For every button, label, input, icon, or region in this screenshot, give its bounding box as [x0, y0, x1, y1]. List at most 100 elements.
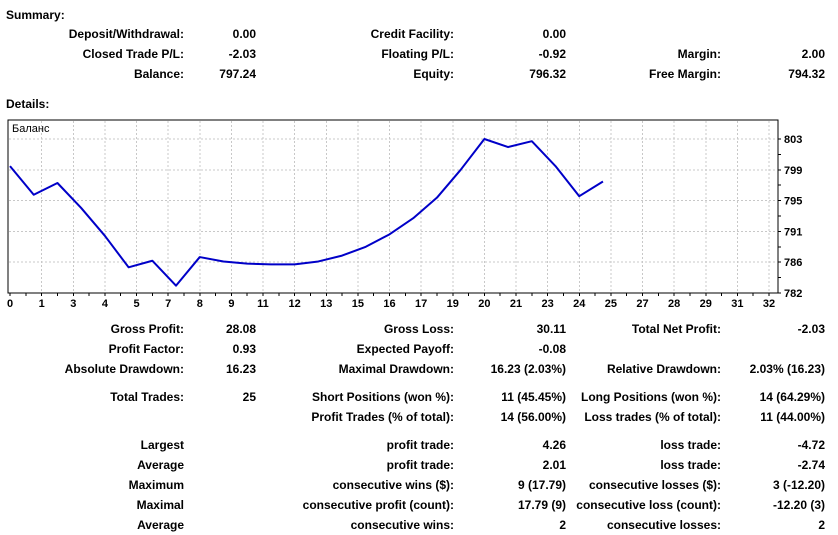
row-value: 14 (64.29%) — [759, 390, 825, 404]
svg-text:4: 4 — [102, 298, 109, 310]
row-label: consecutive profit (count): — [302, 498, 454, 512]
row-value: 2 — [818, 518, 825, 532]
details-row-drawdown: Absolute Drawdown: 16.23 Maximal Drawdow… — [0, 359, 838, 379]
row-label: consecutive wins ($): — [332, 478, 454, 492]
svg-text:28: 28 — [668, 298, 680, 310]
svg-text:799: 799 — [784, 165, 802, 177]
svg-text:21: 21 — [510, 298, 522, 310]
row-value: 16.23 — [225, 362, 256, 376]
details-row-gross-profit: Gross Profit: 28.08 Gross Loss: 30.11 To… — [0, 319, 838, 339]
row-value: 9 (17.79) — [517, 478, 566, 492]
row-value: -2.03 — [228, 47, 256, 61]
row-label: Largest — [140, 438, 184, 452]
details-row-total-trades: Total Trades: 25 Short Positions (won %)… — [0, 387, 838, 407]
row-value: 14 (56.00%) — [500, 410, 566, 424]
svg-text:24: 24 — [573, 298, 586, 310]
row-label: consecutive losses: — [606, 518, 721, 532]
row-label: loss trade: — [660, 458, 721, 472]
summary-row-deposit: Deposit/Withdrawal: 0.00 Credit Facility… — [0, 24, 838, 44]
details-table: Gross Profit: 28.08 Gross Loss: 30.11 To… — [0, 319, 838, 535]
details-row-average-consecutive: Average consecutive wins: 2 consecutive … — [0, 515, 838, 535]
row-value: 4.26 — [542, 438, 566, 452]
row-label: Gross Profit: — [110, 322, 184, 336]
balance-legend-label: Баланс — [12, 123, 50, 135]
svg-text:29: 29 — [700, 298, 712, 310]
row-label: Gross Loss: — [383, 322, 454, 336]
row-value: 2.03% (16.23) — [749, 362, 825, 376]
row-value: 0.93 — [232, 342, 256, 356]
row-label: Deposit/Withdrawal: — [68, 27, 184, 41]
svg-text:23: 23 — [542, 298, 554, 310]
svg-text:12: 12 — [289, 298, 301, 310]
row-value: -4.72 — [797, 438, 825, 452]
row-value: -0.08 — [538, 342, 566, 356]
row-label: Average — [137, 518, 184, 532]
details-row-maximum-consecutive: Maximum consecutive wins ($): 9 (17.79) … — [0, 475, 838, 495]
details-row-largest: Largest profit trade: 4.26 loss trade: -… — [0, 435, 838, 455]
row-value: 30.11 — [536, 322, 566, 336]
svg-text:11: 11 — [257, 298, 269, 310]
row-value: 796.32 — [529, 67, 566, 81]
svg-text:1: 1 — [39, 298, 45, 310]
svg-text:16: 16 — [383, 298, 395, 310]
row-value: 11 (45.45%) — [501, 390, 566, 404]
row-label: Average — [137, 458, 184, 472]
row-label: Margin: — [677, 47, 721, 61]
summary-row-balance: Balance: 797.24 Equity: 796.32 Free Marg… — [0, 64, 838, 84]
row-value: 2 — [559, 518, 566, 532]
row-label: Free Margin: — [648, 67, 721, 81]
row-label: consecutive wins: — [350, 518, 454, 532]
svg-text:0: 0 — [7, 298, 13, 310]
svg-text:27: 27 — [636, 298, 648, 310]
svg-text:13: 13 — [320, 298, 332, 310]
balance-chart-panel: 803 799 795 791 786 782 0 1 3 4 5 7 8 9 11 12 13 15 16 17 19… — [0, 113, 838, 313]
row-label: Expected Payoff: — [356, 342, 454, 356]
row-label: Loss trades (% of total): — [584, 410, 721, 424]
row-value: 2.01 — [542, 458, 566, 472]
row-value: -12.20 (3) — [772, 498, 825, 512]
row-value: 3 (-12.20) — [772, 478, 825, 492]
svg-text:20: 20 — [478, 298, 490, 310]
row-value: -2.74 — [797, 458, 825, 472]
svg-text:5: 5 — [133, 298, 139, 310]
row-label: Closed Trade P/L: — [82, 47, 184, 61]
svg-text:25: 25 — [605, 298, 617, 310]
row-label: Profit Factor: — [108, 342, 184, 356]
row-label: profit trade: — [386, 438, 454, 452]
row-label: Relative Drawdown: — [606, 362, 721, 376]
details-heading: Details: — [6, 97, 50, 111]
row-label: consecutive loss (count): — [576, 498, 721, 512]
svg-text:31: 31 — [731, 298, 743, 310]
details-row-profit-factor: Profit Factor: 0.93 Expected Payoff: -0.… — [0, 339, 838, 359]
row-value: 25 — [242, 390, 256, 404]
svg-text:15: 15 — [352, 298, 364, 310]
row-value: 17.79 (9) — [517, 498, 566, 512]
svg-text:786: 786 — [784, 257, 802, 269]
row-value: 794.32 — [788, 67, 825, 81]
svg-text:32: 32 — [763, 298, 775, 310]
row-label: Profit Trades (% of total): — [311, 410, 454, 424]
svg-text:17: 17 — [415, 298, 427, 310]
svg-text:791: 791 — [784, 226, 802, 238]
summary-table: Deposit/Withdrawal: 0.00 Credit Facility… — [0, 24, 838, 84]
summary-row-closed-pl: Closed Trade P/L: -2.03 Floating P/L: -0… — [0, 44, 838, 64]
svg-text:19: 19 — [447, 298, 459, 310]
row-label: Balance: — [133, 67, 184, 81]
row-label: Equity: — [413, 67, 454, 81]
svg-text:782: 782 — [784, 288, 802, 300]
svg-text:803: 803 — [784, 134, 802, 146]
row-value: 16.23 (2.03%) — [490, 362, 566, 376]
row-label: Short Positions (won %): — [312, 390, 454, 404]
row-value: 2.00 — [801, 47, 825, 61]
row-value: 0.00 — [542, 27, 566, 41]
details-row-maximal-consecutive: Maximal consecutive profit (count): 17.7… — [0, 495, 838, 515]
row-label: Maximum — [128, 478, 184, 492]
row-label: Total Trades: — [110, 390, 184, 404]
row-label: consecutive losses ($): — [588, 478, 721, 492]
details-row-profit-trades: Profit Trades (% of total): 14 (56.00%) … — [0, 407, 838, 427]
row-label: Absolute Drawdown: — [64, 362, 184, 376]
row-value: 28.08 — [225, 322, 256, 336]
svg-text:9: 9 — [228, 298, 234, 310]
row-value: 11 (44.00%) — [760, 410, 825, 424]
